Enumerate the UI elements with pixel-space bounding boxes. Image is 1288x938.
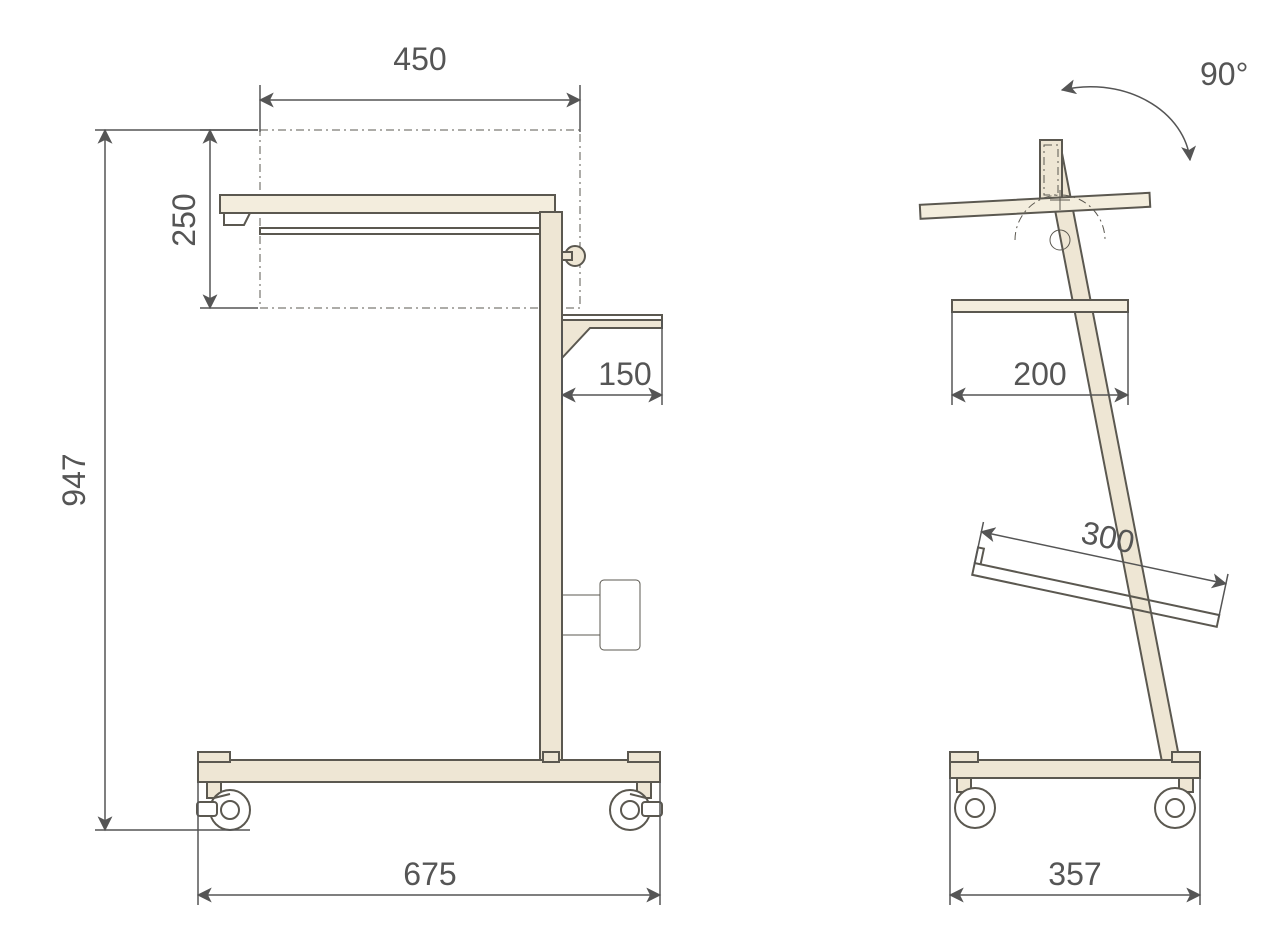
side-base-bar [950,760,1200,778]
side-shelf [562,320,662,358]
dim-label-tilt-angle: 90° [1200,56,1248,92]
base-bar [198,760,660,782]
dim-label-overall-width: 675 [403,856,456,892]
side-base-joint-right [1172,752,1200,762]
tabletop-edge-front [224,213,250,225]
caster-front-right [610,782,662,830]
tabletop-adjust-envelope [260,130,580,308]
dim-label-upper-shelf: 200 [1013,356,1066,392]
side-view: 90° 200 300 357 [920,56,1249,905]
caster-side-left [955,778,995,828]
tabletop [220,195,555,213]
top-tabletop [920,193,1150,219]
front-view: 450 250 947 150 675 [56,41,662,905]
cable-bracket-arms [562,595,600,635]
base-foot-joint-left [198,752,230,762]
undertable-bar [260,228,555,234]
lower-shelf [972,547,1222,626]
caster-front-left [197,782,250,830]
column-base-joint [543,752,559,762]
side-shelf-top [562,315,662,320]
vertical-column [540,212,562,772]
dim-group-lower-shelf: 300 [974,494,1234,618]
cable-bracket [600,580,640,650]
top-post [1040,140,1062,200]
dim-label-adjust-height: 250 [166,193,202,246]
caster-side-right [1155,778,1195,828]
height-knob-shaft [562,252,572,260]
dim-label-side-base: 357 [1048,856,1101,892]
side-base-joint-left [950,752,978,762]
dim-label-side-shelf: 150 [598,356,651,392]
dim-label-overall-height: 947 [56,453,92,506]
technical-drawing-canvas: 450 250 947 150 675 [0,0,1288,938]
dim-label-tabletop-width: 450 [393,41,446,77]
base-foot-joint-right [628,752,660,762]
angled-column [1043,148,1180,762]
dim-arc-tilt-angle [1062,87,1190,160]
upper-shelf [952,300,1128,312]
